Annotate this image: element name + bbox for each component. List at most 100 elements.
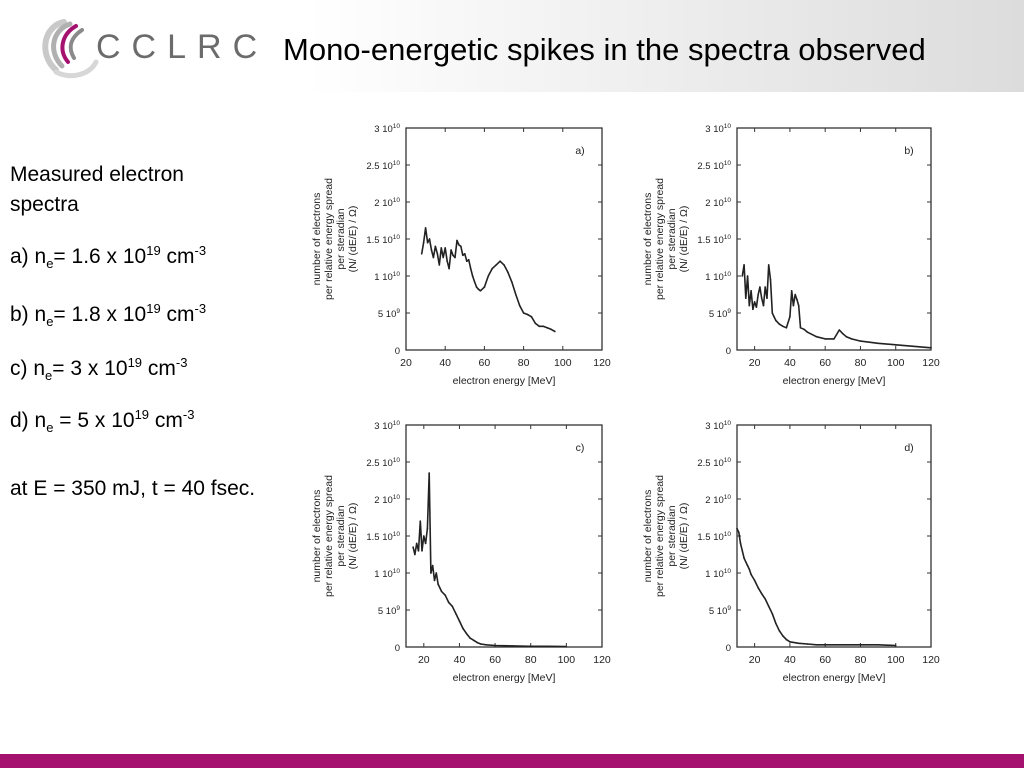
x-tick-label: 60 [819,357,831,369]
y-axis-label-line: number of electrons [642,490,654,583]
x-tick-label: 40 [454,654,466,666]
data-point [785,327,788,329]
y-tick-label: 3 1010 [705,420,731,432]
data-point [428,238,431,240]
y-tick-label: 2.5 1010 [366,457,400,469]
x-tick-label: 20 [400,357,412,369]
data-point [554,330,556,333]
x-tick-label: 40 [784,654,796,666]
logo-text: CCLRC [96,28,269,66]
description-panel: Measured electron spectra a) ne= 1.6 x 1… [10,160,280,504]
data-point [426,527,429,530]
data-point [430,572,432,574]
data-point [477,288,480,291]
x-axis-label: electron energy [MeV] [453,375,556,387]
data-point [442,256,445,259]
y-tick-label: 2 1010 [374,494,400,506]
y-axis-label: number of electrons per relative energy s… [311,178,359,300]
data-point [750,573,752,576]
y-tick-label: 1 1010 [705,568,731,580]
y-tick-label: 5 109 [378,605,401,617]
data-point [529,645,532,648]
density-a: a) ne= 1.6 x 1019 cm-3 [10,243,207,272]
data-point [746,275,749,277]
panel-label: c) [576,442,585,454]
y-tick-label: 1 1010 [374,271,400,283]
y-axis-label-line: per steradian [666,505,678,566]
spectrum-line [412,472,567,648]
plot-frame [405,424,603,648]
x-tick-label: 60 [479,357,491,369]
data-point [739,542,742,545]
data-point [565,645,568,648]
data-point [469,267,472,270]
data-point [794,293,796,296]
data-point [741,275,744,277]
data-point [512,645,514,647]
data-point [444,247,447,249]
data-point [462,627,464,630]
y-axis-label-line: (N/ (dE/E) / Ω) [347,206,359,273]
data-point [769,278,772,281]
y-tick-label: 1.5 1010 [366,531,400,543]
data-point [859,643,862,646]
data-point [419,520,422,522]
x-tick-label: 100 [558,654,576,666]
data-point [782,635,784,637]
data-point [542,325,544,328]
data-point [845,335,848,338]
data-point [455,612,457,615]
chart-panel-a: 20 40 60 80 100 120 0 5 109 1 1010 1.5 1010 2 1010… [311,123,611,387]
y-axis-label-line: per steradian [335,505,347,566]
data-point [750,290,752,292]
x-axis-label: electron energy [MeV] [453,672,556,684]
data-point [755,306,758,308]
data-point [753,301,756,303]
data-point [495,264,497,266]
data-point [806,643,809,645]
intro-text: Measured electron spectra [10,163,184,216]
data-point [842,332,844,335]
data-point [743,557,745,559]
spectrum-line [420,227,556,333]
y-axis-label-line: per steradian [335,208,347,269]
y-tick-label: 5 109 [709,605,732,617]
page-title: Mono-energetic spikes in the spectra obs… [283,32,926,67]
y-axis-label-line: per steradian [666,208,678,269]
data-point [534,322,537,325]
data-point [764,598,767,600]
data-point [538,325,541,328]
chart-panel-b: 20 40 60 80 100 120 0 5 109 1 1010 1.5 1010 2 1010… [642,123,940,387]
data-point [511,281,513,283]
data-point [452,254,454,257]
y-tick-label: 2 1010 [374,197,400,209]
panel-label: b) [904,145,913,157]
y-tick-label: 1.5 1010 [697,531,731,543]
data-point [753,579,756,582]
data-point [930,346,932,349]
data-point [894,344,897,346]
data-point [775,319,777,322]
data-point [762,304,765,307]
data-point [760,297,763,300]
data-point [815,643,818,646]
conditions-text: at E = 350 mJ, t = 40 fsec. [10,477,256,500]
data-point [771,612,774,615]
data-point [480,643,482,645]
data-point [440,590,443,593]
x-tick-label: 20 [418,654,430,666]
data-point [785,638,788,641]
data-point [423,535,425,537]
data-point [797,642,800,645]
density-b: b) ne= 1.8 x 1019 cm-3 [10,301,207,330]
x-tick-label: 60 [819,654,831,666]
data-point [460,245,462,248]
y-axis-label-line: per relative energy spread [654,178,666,300]
data-point [476,641,479,644]
data-point [414,553,416,556]
data-point [773,315,775,318]
data-point [458,244,460,246]
data-point [421,550,423,552]
y-tick-label: 2.5 1010 [697,160,731,172]
data-point [842,643,844,646]
